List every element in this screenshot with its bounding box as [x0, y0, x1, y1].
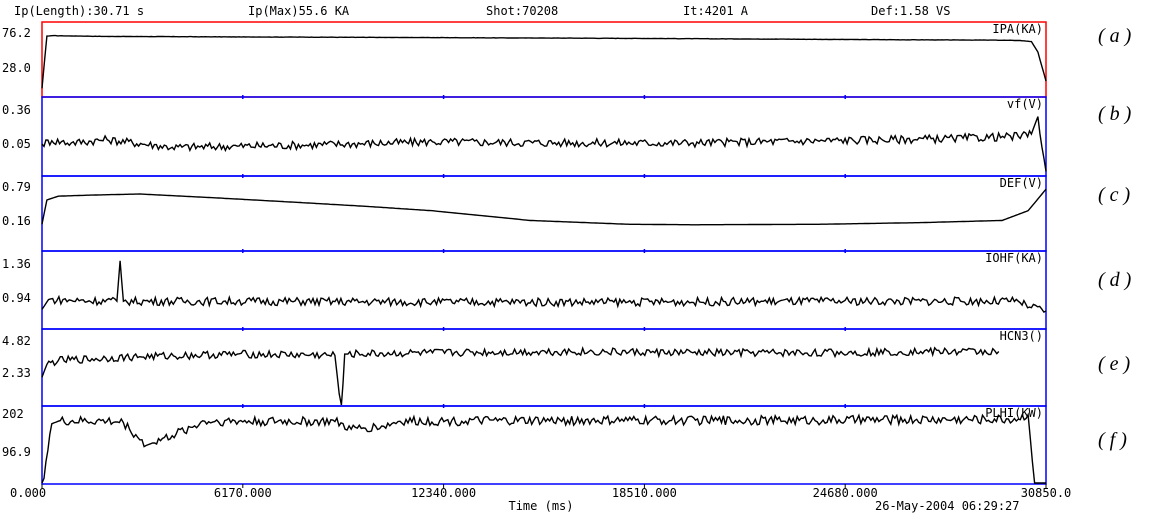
x-tick-label: 24680.000	[813, 486, 878, 500]
y-tick-label: 0.16	[2, 214, 31, 228]
panel-hcn3: 4.82 2.33 HCN3() ( e )	[2, 327, 1131, 407]
panel-label: ( c )	[1098, 184, 1131, 206]
y-tick-label: 0.94	[2, 291, 31, 305]
panel-label: ( b )	[1098, 103, 1132, 125]
trace-hcn3	[41, 345, 1000, 406]
panel-vf-v: 0.36 0.05 vf(V) ( b )	[2, 95, 1132, 177]
def-text: Def:1.58 VS	[871, 4, 950, 18]
panel-title-vf-v: vf(V)	[1007, 97, 1043, 111]
panel-label: ( f )	[1098, 429, 1127, 451]
y-tick-label: 96.9	[2, 445, 31, 459]
panel-label: ( a )	[1098, 25, 1132, 47]
panel-frame	[41, 175, 1047, 252]
x-tick-label: 12340.000	[411, 486, 476, 500]
timestamp-text: 26-May-2004 06:29:27	[875, 499, 1020, 513]
panel-title-hcn3: HCN3()	[1000, 329, 1043, 343]
panel-frame	[41, 21, 1047, 98]
trace-iohf-ka	[41, 260, 1047, 314]
panel-label: ( e )	[1098, 353, 1131, 375]
x-tick-label: 30850.0	[1021, 486, 1072, 500]
x-tick-label: 6170.000	[214, 486, 272, 500]
trace-vf-v	[41, 116, 1047, 172]
panel-def-v: 0.79 0.16 DEF(V) ( c )	[2, 174, 1131, 252]
y-tick-label: 2.33	[2, 366, 31, 380]
x-tick-label: 18510.000	[612, 486, 677, 500]
panel-frame	[41, 250, 1047, 330]
x-tick-label: 0.000	[10, 486, 46, 500]
panel-frame	[41, 405, 1047, 485]
trace-def-v	[41, 188, 1047, 226]
it-text: It:4201 A	[683, 4, 749, 18]
header-bar: Ip(Length):30.71 s Ip(Max)55.6 KA Shot:7…	[14, 4, 950, 18]
y-tick-label: 28.0	[2, 61, 31, 75]
ip-length-text: Ip(Length):30.71 s	[14, 4, 144, 18]
y-tick-label: 76.2	[2, 26, 31, 40]
panel-title-iohf-ka: IOHF(KA)	[985, 251, 1043, 265]
y-tick-label: 4.82	[2, 334, 31, 348]
panel-label: ( d )	[1098, 269, 1132, 291]
panel-title-def-v: DEF(V)	[1000, 176, 1043, 190]
panel-iohf-ka: 1.36 0.94 IOHF(KA) ( d )	[2, 249, 1132, 330]
y-tick-label: 0.79	[2, 180, 31, 194]
y-tick-label: 202	[2, 407, 24, 421]
panel-ipa-ka: 76.2 28.0 IPA(KA) ( a )	[2, 21, 1132, 98]
y-tick-label: 0.05	[2, 137, 31, 151]
shot-number-text: Shot:70208	[486, 4, 558, 18]
panel-frame	[41, 328, 1047, 407]
panel-title-ipa-ka: IPA(KA)	[992, 22, 1043, 36]
x-axis-label: Time (ms)	[508, 499, 573, 513]
ip-max-text: Ip(Max)55.6 KA	[248, 4, 350, 18]
trace-ipa-ka	[41, 34, 1047, 89]
x-axis: 0.000 6170.000 12340.000 18510.000 24680.000…	[10, 484, 1071, 500]
y-tick-label: 0.36	[2, 103, 31, 117]
y-tick-label: 1.36	[2, 257, 31, 271]
trace-plhi-kw	[41, 412, 1046, 484]
